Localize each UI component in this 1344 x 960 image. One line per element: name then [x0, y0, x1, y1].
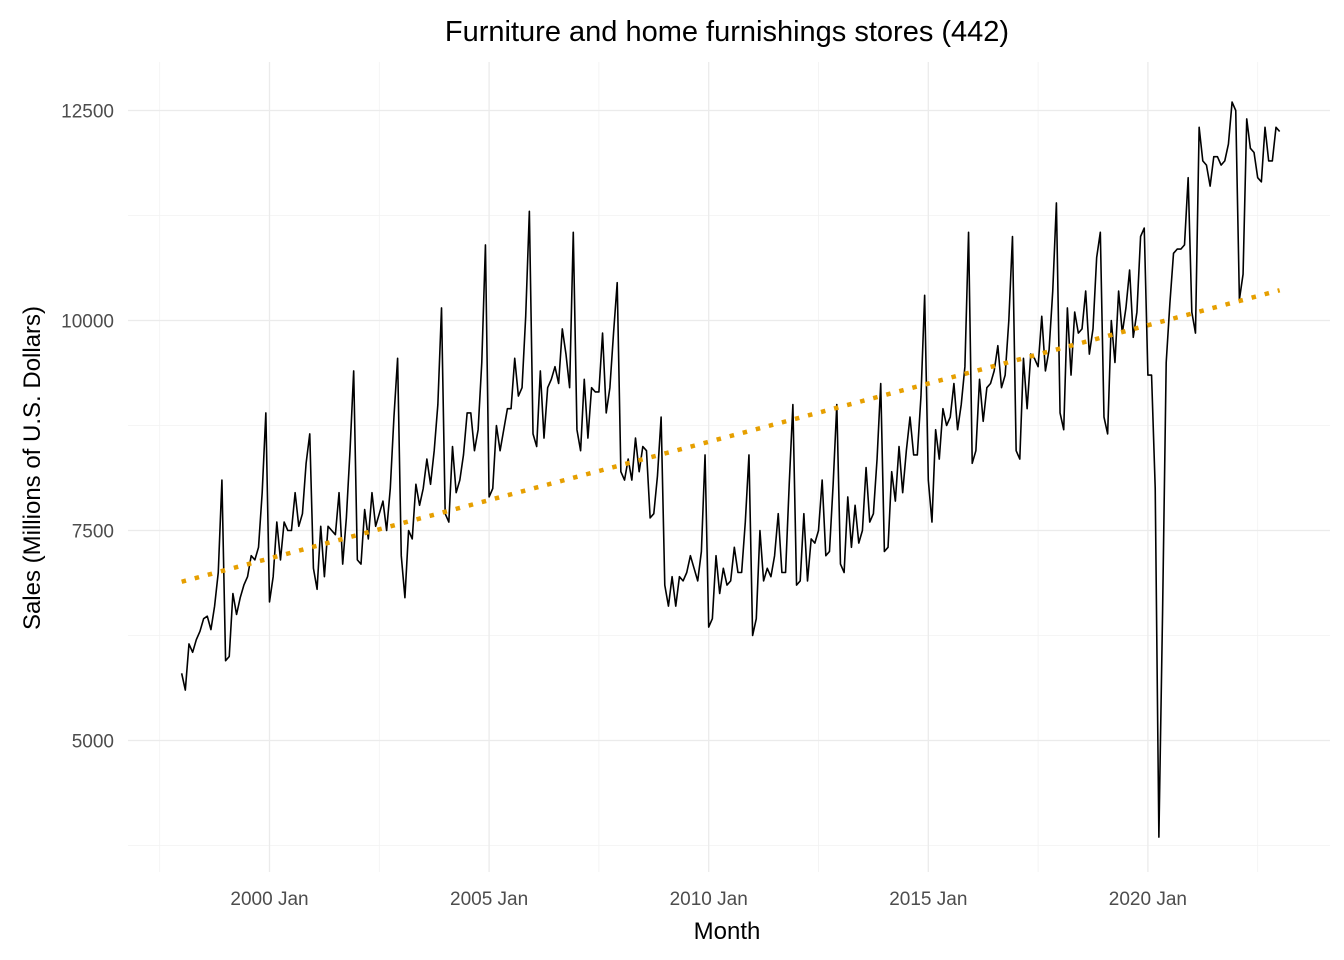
x-tick-label: 2020 Jan — [1109, 889, 1187, 910]
x-axis-title: Month — [694, 918, 761, 945]
series-layer — [180, 101, 1281, 838]
sales-line — [180, 101, 1281, 838]
y-tick-label: 7500 — [72, 522, 114, 543]
x-tick-label: 2010 Jan — [670, 889, 748, 910]
y-tick-labels: 5000 7500 10000 12500 — [61, 102, 114, 753]
y-axis-title: Sales (Millions of U.S. Dollars) — [19, 306, 46, 630]
minor-gridlines — [128, 62, 1330, 872]
x-tick-label: 2005 Jan — [450, 889, 528, 910]
x-tick-labels: 2000 Jan 2005 Jan 2010 Jan 2015 Jan 2020 Jan — [230, 889, 1187, 910]
y-tick-label: 5000 — [72, 732, 114, 753]
chart-title: Furniture and home furnishings stores (4… — [445, 16, 1009, 48]
major-gridlines — [128, 62, 1330, 872]
trend-line — [181, 288, 1281, 584]
y-tick-label: 10000 — [61, 312, 114, 333]
x-tick-label: 2015 Jan — [889, 889, 967, 910]
x-tick-label: 2000 Jan — [230, 889, 308, 910]
y-tick-label: 12500 — [61, 102, 114, 123]
